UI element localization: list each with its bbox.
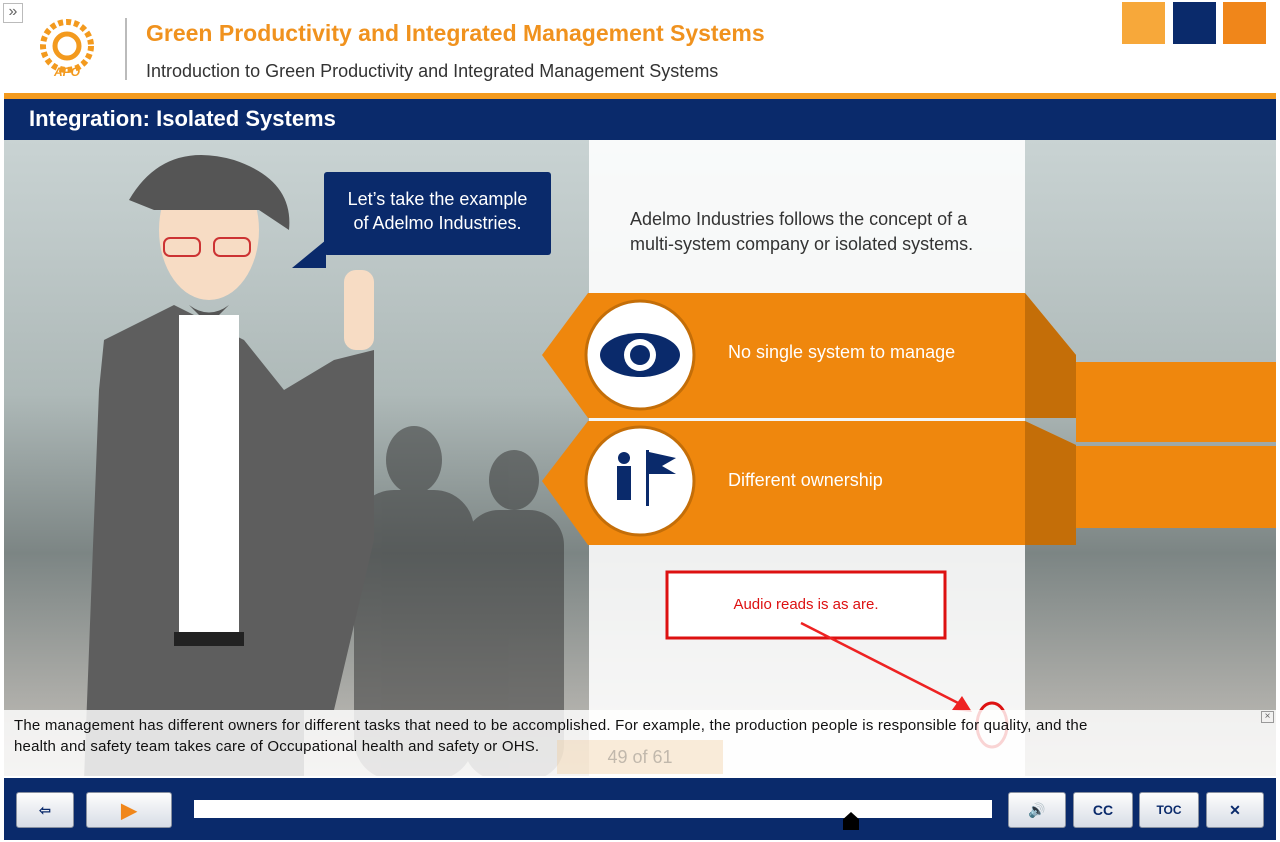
play-button[interactable]: ▶: [86, 792, 172, 828]
item-row: [542, 293, 1276, 442]
slide-graphics: [84, 155, 1276, 776]
annotation-text: Audio reads is as are.: [733, 596, 879, 613]
slide-title: Integration: Isolated Systems: [4, 99, 1276, 140]
page-counter: 49 of 61: [557, 740, 723, 774]
speech-bubble: Let’s take the example of Adelmo Industr…: [330, 187, 545, 235]
silhouettes: [354, 426, 564, 776]
volume-button[interactable]: 🔊: [1008, 792, 1066, 828]
caption-panel: [4, 710, 1276, 776]
close-button[interactable]: ✕: [1206, 792, 1264, 828]
caption-close[interactable]: ×: [1261, 711, 1274, 723]
annotation-box: [665, 570, 947, 640]
intro-line: multi-system company or isolated systems…: [630, 234, 974, 254]
logo-text: APO: [53, 65, 81, 79]
item-label: No single system to manage: [728, 342, 956, 362]
deco-square: [1223, 2, 1266, 44]
exit-button[interactable]: ⇦: [16, 792, 74, 828]
deco-square: [1173, 2, 1216, 44]
intro-line: Adelmo Industries follows the concept of…: [630, 209, 968, 229]
item-row: [542, 421, 1276, 545]
item-label: Different ownership: [728, 470, 883, 490]
progress-bar[interactable]: [194, 800, 992, 818]
toggle[interactable]: »: [3, 3, 23, 23]
cc-button[interactable]: CC: [1073, 792, 1133, 828]
course-subtitle: Introduction to Green Productivity and I…: [146, 61, 719, 81]
course-title: Green Productivity and Integrated Manage…: [146, 20, 765, 46]
header-rule: [4, 93, 1276, 99]
deco-square: [1122, 2, 1165, 44]
character: [84, 155, 374, 776]
annotation-arrow: [800, 621, 965, 708]
caption-text: The management has different owners for …: [14, 715, 1087, 757]
toc-button[interactable]: TOC: [1139, 792, 1199, 828]
bubble-line: Let’s take the example: [347, 189, 528, 209]
bubble-line: of Adelmo Industries.: [353, 213, 522, 233]
caption-line: health and safety team takes care of Occ…: [14, 738, 540, 755]
divider: [125, 18, 127, 80]
caption-line: The management has different owners for …: [14, 717, 1088, 734]
progress-handle[interactable]: [843, 812, 859, 830]
intro-text: Adelmo Industries follows the concept of…: [630, 207, 973, 257]
logo: APO: [40, 19, 94, 79]
